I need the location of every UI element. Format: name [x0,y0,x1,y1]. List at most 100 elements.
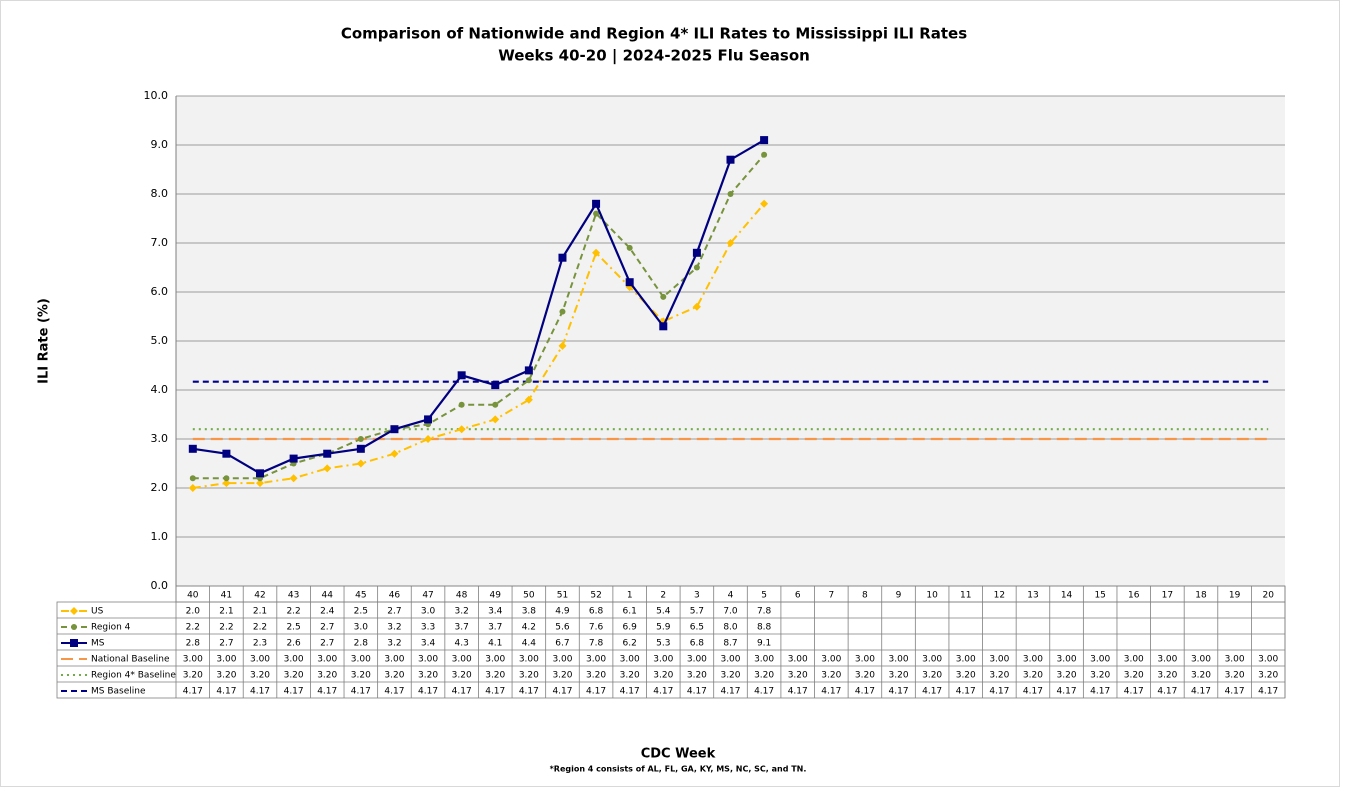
data-label: 4.17 [720,687,740,697]
data-label: 7.8 [757,607,772,617]
marker [726,155,735,164]
data-label: 3.20 [1023,671,1043,681]
legend-label: Region 4* Baseline [91,671,176,681]
data-label: 2.3 [253,639,267,649]
data-label: 3.0 [421,607,436,617]
x-tick-label: 15 [1094,591,1105,601]
data-label: 4.17 [216,687,236,697]
data-label: 4.17 [183,687,203,697]
marker [189,475,196,482]
data-label: 3.20 [351,671,371,681]
data-label: 2.0 [186,607,201,617]
data-label: 3.20 [620,671,640,681]
data-label: 3.20 [384,671,404,681]
marker [491,415,500,424]
data-label: 2.5 [354,607,368,617]
series-line [192,139,765,475]
y-tick-label: 5.0 [151,334,169,347]
data-label: 8.7 [723,639,737,649]
data-label: 4.17 [1258,687,1278,697]
data-label: 4.17 [788,687,808,697]
data-label: 4.4 [522,639,537,649]
data-label: 3.2 [387,623,401,633]
data-label: 4.17 [687,687,707,697]
marker [524,366,533,375]
data-label: 4.17 [351,687,371,697]
data-label: 4.17 [922,687,942,697]
data-label: 4.17 [586,687,606,697]
data-label: 3.00 [1023,655,1043,665]
marker [625,278,634,287]
data-label: 3.20 [1124,671,1144,681]
data-label: 2.7 [387,607,401,617]
y-tick-label: 9.0 [151,138,169,151]
data-label: 3.20 [788,671,808,681]
data-label: 6.1 [623,607,637,617]
data-label: 4.17 [1191,687,1211,697]
data-label: 3.00 [922,655,942,665]
data-label: 3.20 [250,671,270,681]
data-label: 6.8 [589,607,604,617]
x-tick-label: 41 [221,591,232,601]
data-label: 3.00 [284,655,304,665]
x-tick-label: 6 [795,591,801,601]
data-label: 6.5 [690,623,704,633]
marker [289,474,298,483]
data-label: 3.2 [387,639,401,649]
data-label: 4.17 [384,687,404,697]
data-label: 4.17 [989,687,1009,697]
data-label: 3.00 [250,655,270,665]
x-tick-label: 7 [828,591,834,601]
marker [457,371,466,380]
data-label: 4.17 [519,687,539,697]
data-label: 3.20 [1057,671,1077,681]
data-label: 3.20 [855,671,875,681]
x-tick-label: 20 [1262,591,1274,601]
data-label: 2.2 [253,623,267,633]
legend-label: US [91,607,104,617]
y-tick-label: 6.0 [151,285,169,298]
marker [761,151,768,158]
data-label: 7.8 [589,639,604,649]
legend-label: MS [91,639,105,649]
x-tick-label: 47 [422,591,433,601]
data-label: 3.00 [552,655,572,665]
marker [492,401,499,408]
marker [356,444,365,453]
data-label: 4.17 [418,687,438,697]
data-label: 3.20 [720,671,740,681]
data-label: 4.17 [250,687,270,697]
data-label: 4.1 [488,639,502,649]
marker [692,248,701,257]
marker [491,381,500,390]
data-label: 3.20 [754,671,774,681]
data-label: 2.2 [186,623,200,633]
data-label: 3.20 [1157,671,1177,681]
data-label: 5.3 [656,639,670,649]
marker [660,293,667,300]
x-tick-label: 1 [627,591,633,601]
marker [760,136,769,145]
data-label: 3.20 [1090,671,1110,681]
marker [524,395,533,404]
x-tick-label: 17 [1162,591,1173,601]
marker [357,436,364,442]
chart-title: Comparison of Nationwide and Region 4* I… [341,25,967,43]
series-line [192,154,765,480]
x-tick-label: 3 [694,591,700,601]
data-label: 4.17 [855,687,875,697]
data-label: 3.00 [1057,655,1077,665]
footnote: *Region 4 consists of AL, FL, GA, KY, MS… [550,765,807,774]
data-label: 3.00 [586,655,606,665]
data-label: 3.00 [889,655,909,665]
data-label: 3.00 [687,655,707,665]
chart-subtitle: Weeks 40-20 | 2024-2025 Flu Season [498,47,810,66]
x-tick-label: 46 [389,591,401,601]
x-tick-label: 14 [1061,591,1073,601]
y-tick-label: 1.0 [151,530,169,543]
data-label: 5.6 [555,623,570,633]
data-label: 4.17 [821,687,841,697]
data-label: 3.20 [687,671,707,681]
data-label: 8.8 [757,623,772,633]
